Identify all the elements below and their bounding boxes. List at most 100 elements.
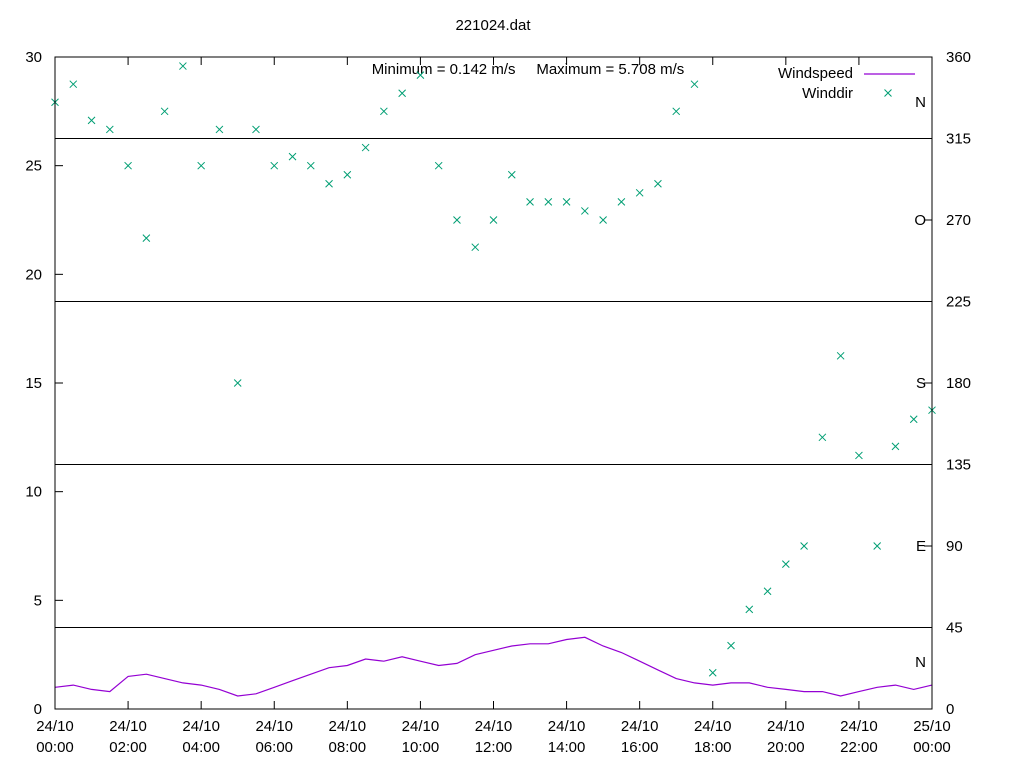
winddir-point bbox=[105, 125, 114, 134]
winddir-point bbox=[160, 107, 169, 116]
winddir-point bbox=[836, 351, 845, 360]
winddir-point bbox=[800, 542, 808, 550]
winddir-point bbox=[873, 542, 882, 550]
winddir-point bbox=[325, 179, 333, 188]
x-tick-time: 22:00 bbox=[840, 739, 878, 756]
winddir-point bbox=[380, 107, 388, 116]
winddir-point bbox=[599, 216, 607, 224]
winddir-point bbox=[581, 207, 589, 215]
left-tick-label: 25 bbox=[25, 158, 42, 175]
winddir-point bbox=[891, 442, 900, 451]
min-max-annotation: Minimum = 0.142 m/s Maximum = 5.708 m/s bbox=[372, 61, 685, 78]
winddir-point bbox=[87, 116, 96, 125]
legend-label-windspeed: Windspeed bbox=[778, 65, 853, 82]
x-tick-time: 00:00 bbox=[36, 739, 74, 756]
winddir-point bbox=[617, 198, 626, 206]
x-tick-time: 20:00 bbox=[767, 739, 805, 756]
right-tick-label: 180 bbox=[946, 375, 971, 392]
winddir-point bbox=[215, 125, 224, 134]
left-tick-label: 10 bbox=[25, 484, 42, 501]
right-tick-label: 135 bbox=[946, 457, 971, 474]
x-tick-date: 24/10 bbox=[840, 718, 878, 735]
x-tick-time: 18:00 bbox=[694, 739, 732, 756]
x-tick-time: 16:00 bbox=[621, 739, 659, 756]
winddir-point bbox=[708, 668, 717, 677]
x-tick-time: 10:00 bbox=[402, 739, 440, 756]
x-tick-date: 24/10 bbox=[548, 718, 586, 735]
winddir-point bbox=[288, 152, 297, 161]
x-tick-date: 24/10 bbox=[694, 718, 732, 735]
winddir-point bbox=[763, 587, 772, 596]
winddir-point bbox=[306, 161, 315, 170]
right-tick-label: 360 bbox=[946, 49, 971, 66]
compass-label-N: N bbox=[915, 94, 926, 111]
winddir-point bbox=[197, 161, 206, 170]
right-tick-label: 90 bbox=[946, 538, 963, 555]
winddir-point bbox=[818, 433, 827, 442]
legend: Windspeed Winddir bbox=[778, 65, 915, 102]
x-tick-time: 06:00 bbox=[255, 739, 293, 756]
winddir-point bbox=[855, 451, 863, 460]
winddir-point bbox=[672, 107, 681, 116]
winddir-point bbox=[252, 125, 260, 134]
direction-reference-lines bbox=[55, 138, 932, 628]
x-tick-date: 25/10 bbox=[913, 718, 951, 735]
x-tick-date: 24/10 bbox=[329, 718, 367, 735]
x-tick-date: 24/10 bbox=[621, 718, 659, 735]
winddir-point bbox=[727, 641, 735, 650]
winddir-point bbox=[124, 161, 132, 170]
x-tick-time: 08:00 bbox=[329, 739, 367, 756]
right-tick-label: 45 bbox=[946, 620, 963, 637]
left-tick-label: 0 bbox=[34, 701, 42, 718]
winddir-point bbox=[781, 560, 790, 568]
winddir-point bbox=[142, 234, 151, 242]
x-tick-time: 14:00 bbox=[548, 739, 586, 756]
winddir-point bbox=[909, 415, 918, 424]
winddir-point bbox=[544, 198, 553, 206]
x-tick-date: 24/10 bbox=[402, 718, 440, 735]
compass-label-S: S bbox=[916, 375, 926, 392]
right-tick-label: 270 bbox=[946, 212, 971, 229]
x-tick-time: 04:00 bbox=[182, 739, 220, 756]
left-tick-label: 20 bbox=[25, 266, 42, 283]
x-tick-date: 24/10 bbox=[475, 718, 513, 735]
x-tick-date: 24/10 bbox=[36, 718, 74, 735]
chart-title: 221024.dat bbox=[455, 17, 531, 34]
left-tick-label: 30 bbox=[25, 49, 42, 66]
winddir-point bbox=[526, 198, 534, 206]
winddir-point bbox=[562, 198, 571, 206]
x-tick-time: 12:00 bbox=[475, 739, 513, 756]
winddir-point bbox=[179, 62, 187, 70]
winddir-point bbox=[654, 179, 662, 188]
winddir-point bbox=[270, 161, 279, 170]
winddir-point bbox=[361, 143, 370, 152]
winddir-point bbox=[416, 71, 425, 79]
x-tick-date: 24/10 bbox=[767, 718, 805, 735]
winddir-point bbox=[233, 379, 242, 387]
x-tick-time: 02:00 bbox=[109, 739, 147, 756]
x-tick-date: 24/10 bbox=[182, 718, 220, 735]
winddir-point bbox=[471, 243, 480, 252]
x-axis: 24/10 00:00 24/10 02:00 24/10 04:00 24/10 06:00… bbox=[36, 57, 951, 756]
compass-label-O: O bbox=[914, 212, 926, 229]
winddir-point bbox=[690, 80, 699, 89]
legend-label-winddir: Winddir bbox=[802, 85, 853, 102]
legend-swatch-winddir bbox=[884, 89, 892, 97]
winddir-series bbox=[51, 62, 936, 677]
left-tick-label: 15 bbox=[25, 375, 42, 392]
right-tick-label: 0 bbox=[946, 701, 954, 718]
x-tick-date: 24/10 bbox=[109, 718, 147, 735]
compass-label-N: N bbox=[915, 654, 926, 671]
winddir-point bbox=[434, 161, 443, 170]
compass-labels: N O S E N bbox=[914, 94, 926, 671]
winddir-point bbox=[635, 188, 644, 197]
windspeed-line bbox=[54, 636, 933, 697]
left-tick-label: 5 bbox=[34, 592, 42, 609]
right-tick-label: 315 bbox=[946, 131, 971, 148]
windspeed-series bbox=[54, 636, 933, 697]
compass-label-E: E bbox=[916, 538, 926, 555]
winddir-point bbox=[398, 89, 406, 98]
winddir-point bbox=[745, 605, 754, 614]
